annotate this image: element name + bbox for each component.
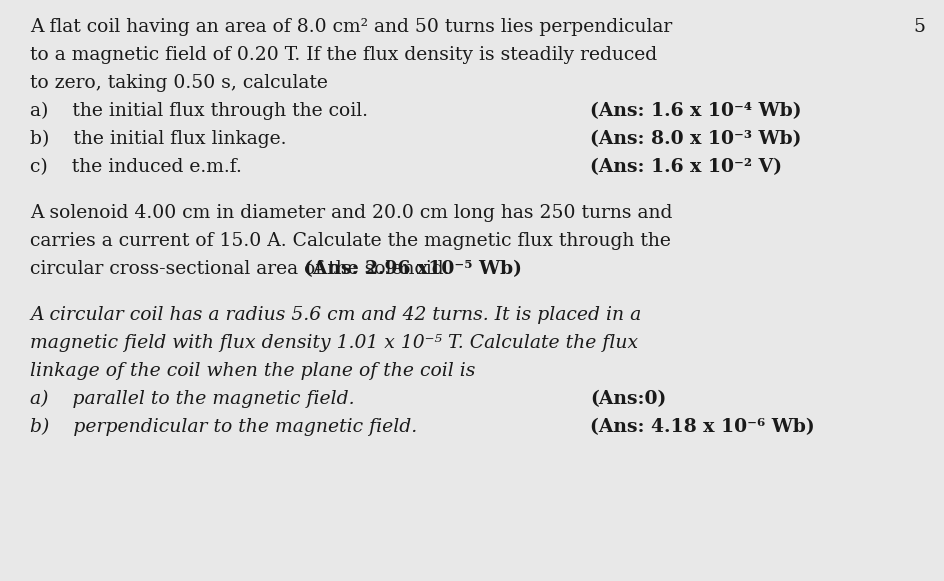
- Text: to a magnetic field of 0.20 T. If the flux density is steadily reduced: to a magnetic field of 0.20 T. If the fl…: [30, 46, 657, 64]
- Text: b)    the initial flux linkage.: b) the initial flux linkage.: [30, 130, 286, 148]
- Text: (Ans: 2.96 x10⁻⁵ Wb): (Ans: 2.96 x10⁻⁵ Wb): [304, 260, 522, 278]
- Text: carries a current of 15.0 A. Calculate the magnetic flux through the: carries a current of 15.0 A. Calculate t…: [30, 232, 671, 250]
- Text: A flat coil having an area of 8.0 cm² and 50 turns lies perpendicular: A flat coil having an area of 8.0 cm² an…: [30, 18, 672, 36]
- Text: A circular coil has a radius 5.6 cm and 42 turns. It is placed in a: A circular coil has a radius 5.6 cm and …: [30, 306, 641, 324]
- Text: (Ans: 8.0 x 10⁻³ Wb): (Ans: 8.0 x 10⁻³ Wb): [590, 130, 801, 148]
- Text: circular cross-sectional area of the solenoid.: circular cross-sectional area of the sol…: [30, 260, 456, 278]
- Text: (Ans: 1.6 x 10⁻⁴ Wb): (Ans: 1.6 x 10⁻⁴ Wb): [590, 102, 801, 120]
- Text: 5: 5: [913, 18, 925, 36]
- Text: (Ans: 4.18 x 10⁻⁶ Wb): (Ans: 4.18 x 10⁻⁶ Wb): [590, 418, 815, 436]
- Text: linkage of the coil when the plane of the coil is: linkage of the coil when the plane of th…: [30, 362, 476, 380]
- Text: (Ans:0): (Ans:0): [590, 390, 666, 408]
- Text: a)    the initial flux through the coil.: a) the initial flux through the coil.: [30, 102, 368, 120]
- Text: magnetic field with flux density 1.01 x 10⁻⁵ T. Calculate the flux: magnetic field with flux density 1.01 x …: [30, 334, 638, 352]
- Text: b)    perpendicular to the magnetic field.: b) perpendicular to the magnetic field.: [30, 418, 417, 436]
- Text: (Ans: 1.6 x 10⁻² V): (Ans: 1.6 x 10⁻² V): [590, 158, 782, 176]
- Text: to zero, taking 0.50 s, calculate: to zero, taking 0.50 s, calculate: [30, 74, 328, 92]
- Text: a)    parallel to the magnetic field.: a) parallel to the magnetic field.: [30, 390, 355, 408]
- Text: c)    the induced e.m.f.: c) the induced e.m.f.: [30, 158, 242, 176]
- Text: A solenoid 4.00 cm in diameter and 20.0 cm long has 250 turns and: A solenoid 4.00 cm in diameter and 20.0 …: [30, 204, 672, 222]
